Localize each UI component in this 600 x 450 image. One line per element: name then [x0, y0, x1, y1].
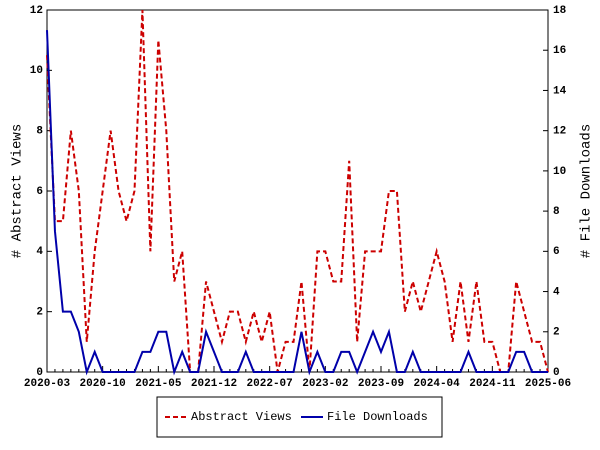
y2-tick-label: 0 [553, 367, 560, 379]
legend-label: File Downloads [327, 410, 428, 424]
y2-tick-label: 4 [553, 286, 560, 298]
y2-tick-label: 6 [553, 246, 560, 258]
y-tick-label: 2 [36, 307, 43, 319]
y-tick-label: 12 [30, 5, 43, 17]
y-tick-label: 10 [30, 65, 43, 77]
y2-tick-label: 16 [553, 45, 566, 57]
y-tick-label: 4 [36, 246, 43, 258]
y-axis-label: # Abstract Views [10, 124, 26, 258]
y2-tick-label: 8 [553, 206, 560, 218]
x-tick-label: 2021-05 [135, 378, 182, 390]
y2-tick-label: 2 [553, 327, 560, 339]
series-line [46, 30, 548, 376]
y-tick-label: 6 [36, 186, 43, 198]
x-tick-label: 2024-11 [469, 378, 516, 390]
x-tick-label: 2023-02 [302, 378, 348, 390]
y-tick-label: 8 [36, 126, 43, 138]
x-tick-label: 2022-07 [247, 378, 293, 390]
x-tick-label: 2024-04 [414, 378, 461, 390]
y2-tick-label: 14 [553, 85, 567, 97]
y2-tick-label: 10 [553, 166, 566, 178]
series-line [46, 9, 549, 373]
legend-box [156, 396, 443, 438]
y2-axis-label: # File Downloads [579, 124, 595, 258]
y2-tick-label: 12 [553, 126, 566, 138]
x-tick-label: 2025-06 [525, 378, 571, 390]
y2-tick-label: 18 [553, 5, 567, 17]
x-tick-label: 2023-09 [358, 378, 404, 390]
x-tick-label: 2021-12 [191, 378, 237, 390]
x-tick-label: 2020-03 [24, 378, 71, 390]
legend-label: Abstract Views [191, 410, 292, 424]
x-tick-label: 2020-10 [80, 378, 126, 390]
y-tick-label: 0 [36, 367, 43, 379]
